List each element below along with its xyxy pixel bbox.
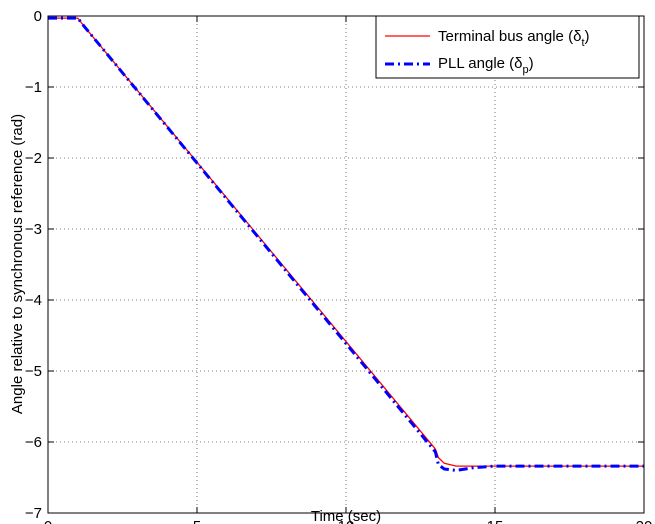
legend-entry-pll-angle-symbol: δ bbox=[514, 55, 522, 72]
legend-entry-pll-angle: PLL angle (δp) bbox=[438, 55, 534, 76]
x-tick-label: 20 bbox=[636, 518, 653, 524]
series-line-pll-angle bbox=[48, 16, 644, 472]
legend-entry-pll-angle-subscript: p bbox=[523, 64, 529, 76]
y-tick-label: −5 bbox=[25, 363, 42, 380]
x-tick-label: 10 bbox=[338, 518, 355, 524]
y-tick-label: −7 bbox=[25, 505, 42, 522]
legend-entry-terminal-bus-angle: Terminal bus angle (δt) bbox=[438, 28, 590, 49]
legend-entry-pll-angle-name: PLL angle bbox=[438, 55, 509, 72]
legend-entry-terminal-bus-angle-name: Terminal bus angle bbox=[438, 28, 564, 45]
series-layer bbox=[48, 16, 644, 472]
y-tick-label: −6 bbox=[25, 434, 42, 451]
y-tick-label: −4 bbox=[25, 292, 42, 309]
grid-lines bbox=[48, 16, 644, 513]
legend: Terminal bus angle (δt) PLL angle (δp) bbox=[375, 15, 640, 79]
y-axis-label: Angle relative to synchronous reference … bbox=[9, 114, 26, 414]
y-tick-label: −1 bbox=[25, 79, 42, 96]
x-tick-label: 15 bbox=[487, 518, 504, 524]
legend-entry-terminal-bus-angle-symbol: δ bbox=[573, 28, 581, 45]
y-tick-label: −3 bbox=[25, 221, 42, 238]
plot-frame bbox=[47, 15, 645, 514]
legend-entry-terminal-bus-angle-subscript: t bbox=[581, 37, 584, 49]
x-tick-label: 5 bbox=[193, 518, 201, 524]
y-tick-label: 0 bbox=[34, 8, 42, 25]
tick-labels: 0 5 10 15 20 0 −1 −2 −3 −4 −5 −6 −7 bbox=[25, 8, 652, 524]
y-tick-label: −2 bbox=[25, 150, 42, 167]
x-tick-label: 0 bbox=[44, 518, 52, 524]
legend-box bbox=[375, 15, 640, 79]
x-axis-label: Time (sec) bbox=[311, 508, 381, 524]
